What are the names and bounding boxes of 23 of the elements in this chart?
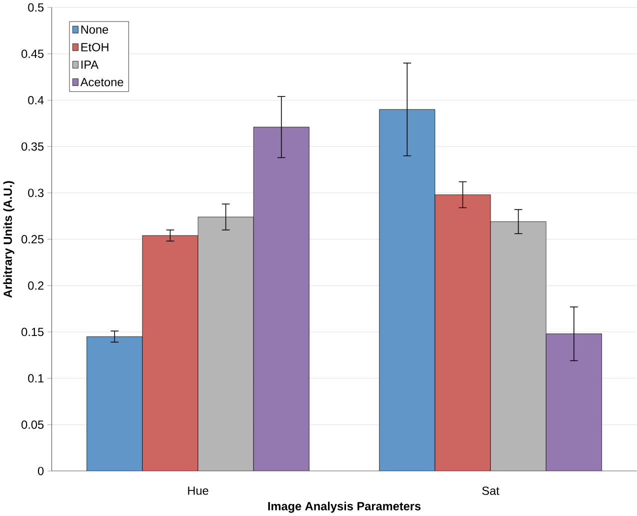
- legend-label: IPA: [81, 60, 99, 69]
- x-tick-label: Hue: [188, 486, 208, 495]
- y-tick-label: 0.05: [22, 420, 44, 429]
- x-axis-title: Image Analysis Parameters: [268, 502, 421, 513]
- bar: [142, 236, 198, 471]
- y-tick-label: 0.45: [22, 50, 44, 58]
- y-tick-label: 0.1: [28, 374, 44, 382]
- bar: [434, 194, 491, 471]
- y-tick-label: 0.25: [22, 235, 44, 244]
- y-tick-label: 0.4: [28, 96, 44, 104]
- y-axis-title: Arbitrary Units (A.U.): [3, 181, 14, 298]
- y-tick-label: 0.2: [28, 281, 44, 290]
- y-tick-label: 0.15: [22, 328, 44, 336]
- y-tick-label: 0.3: [28, 188, 44, 198]
- y-tick-label: 0.5: [28, 3, 44, 12]
- y-tick-label: 0.35: [22, 142, 44, 151]
- legend-label: None: [81, 25, 108, 34]
- x-tick-label: Sat: [482, 486, 500, 495]
- y-tick-label: 0: [38, 466, 44, 476]
- bar: [546, 334, 602, 471]
- legend-label: Acetone: [80, 78, 124, 86]
- bar: [254, 127, 310, 471]
- legend-label: EtOH: [81, 42, 108, 52]
